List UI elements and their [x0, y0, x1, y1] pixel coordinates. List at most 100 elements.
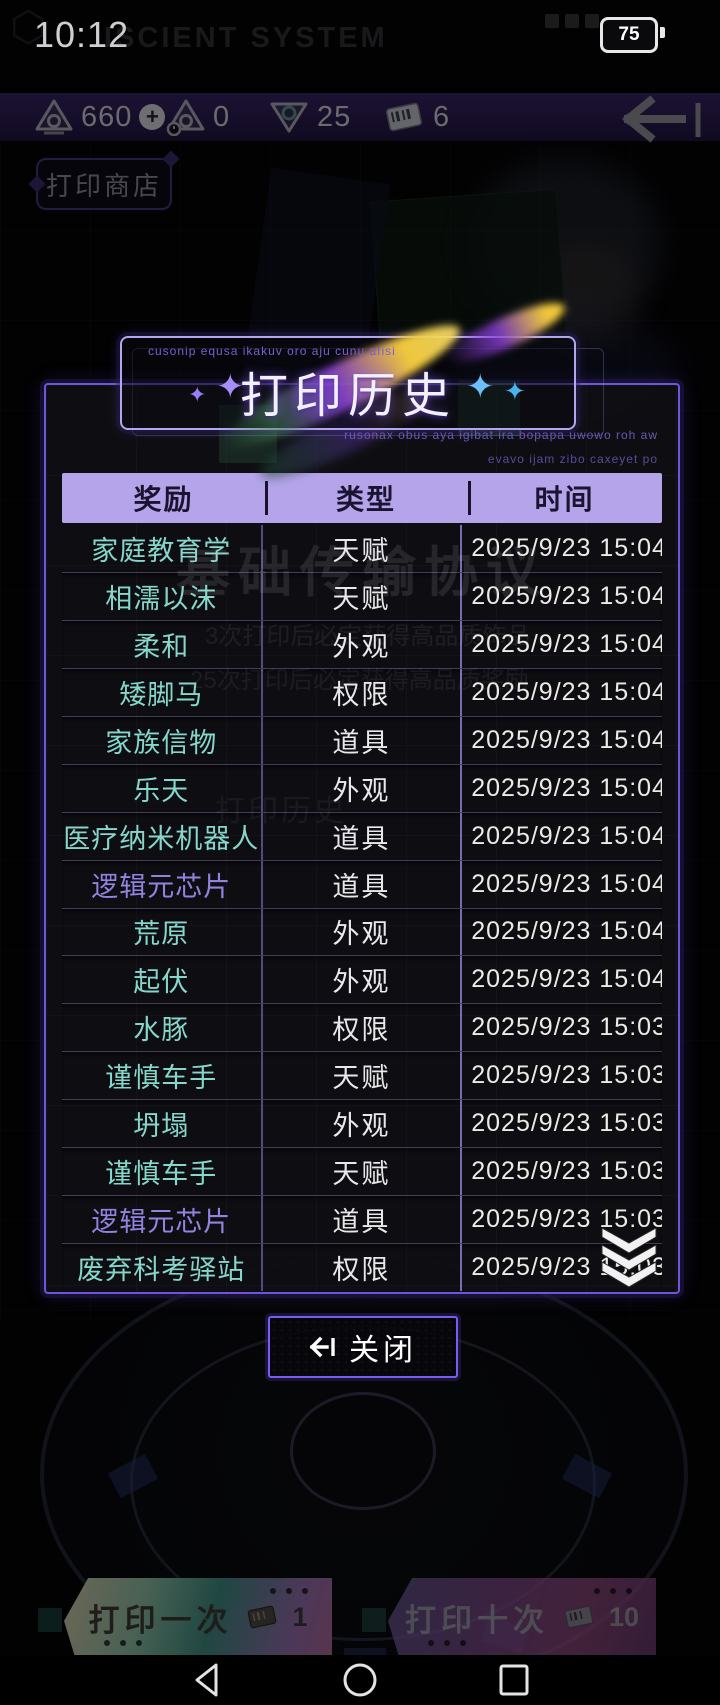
table-row[interactable]: 谨慎车手 天赋 2025/9/23 15:03:25 [62, 1051, 662, 1100]
header-divider [468, 481, 471, 515]
sparkle-icon: ✦ [216, 368, 245, 406]
reward-cell: 医疗纳米机器人 [63, 823, 260, 854]
reward-cell: 水豚 [133, 1015, 190, 1046]
battery-icon: 75 [600, 17, 658, 53]
type-cell: 外观 [260, 908, 461, 956]
type-cell: 道具 [260, 716, 461, 764]
time-cell: 2025/9/23 15:04:58 [460, 716, 662, 764]
watermark-text: 3次打印后必定获得高品质饰品 [205, 623, 531, 650]
type-cell: 权限 [260, 1244, 461, 1291]
time-cell: 2025/9/23 15:04:58 [460, 620, 662, 668]
watermark-text: 基础传输协议 [176, 543, 548, 603]
time-cell: 2025/9/23 15:04:58 [460, 812, 662, 860]
scroll-down-indicator[interactable] [596, 1228, 662, 1288]
nav-back-icon[interactable] [188, 1660, 228, 1700]
type-cell: 道具 [260, 1196, 461, 1244]
sparkle-icon: ✦ [188, 382, 207, 407]
status-clock: 10:12 [34, 14, 130, 55]
type-cell: 道具 [260, 860, 461, 908]
print-history-dialog: 奖励 类型 时间 家庭教育学 天赋 2025/9/23 15:04:58 相濡以… [44, 383, 680, 1294]
table-row[interactable]: 起伏 外观 2025/9/23 15:04:58 [62, 955, 662, 1004]
type-cell: 天赋 [260, 1052, 461, 1100]
nav-home-icon[interactable] [340, 1660, 380, 1700]
table-row[interactable]: 乐天 外观 2025/9/23 15:04:58 [62, 763, 662, 812]
table-row[interactable]: 水豚 权限 2025/9/23 15:03:25 [62, 1003, 662, 1052]
type-cell: 外观 [260, 764, 461, 812]
reward-cell: 柔和 [133, 631, 190, 662]
type-cell: 外观 [260, 620, 461, 668]
header-reward: 奖励 [133, 484, 194, 515]
type-cell: 权限 [260, 668, 461, 716]
reward-cell: 起伏 [133, 967, 190, 998]
time-cell: 2025/9/23 15:03:25 [460, 1148, 662, 1196]
header-divider [265, 481, 268, 515]
reward-cell: 谨慎车手 [105, 1159, 218, 1190]
reward-cell: 相濡以沫 [105, 583, 218, 614]
type-cell: 天赋 [260, 525, 461, 572]
reward-cell: 家庭教育学 [91, 535, 232, 566]
watermark-text: 25次打印后必定获得高品质奖励 [190, 667, 529, 694]
time-cell: 2025/9/23 15:03:25 [460, 1196, 662, 1244]
battery-percent: 75 [618, 24, 640, 45]
time-cell: 2025/9/23 15:04:58 [460, 525, 662, 572]
status-bar: ⬡ 10:12 ISCIENT SYSTEM 75 [0, 0, 720, 64]
table-row[interactable]: 家族信物 道具 2025/9/23 15:04:58 [62, 715, 662, 764]
type-cell: 外观 [260, 956, 461, 1004]
reward-cell: 荒原 [133, 919, 190, 950]
table-row[interactable]: 逻辑元芯片 道具 2025/9/23 15:04:58 [62, 859, 662, 908]
reward-cell: 谨慎车手 [105, 1063, 218, 1094]
sparkle-icon: ✦ [504, 376, 526, 406]
table-row[interactable]: 家庭教育学 天赋 2025/9/23 15:04:58 [62, 525, 662, 572]
type-cell: 外观 [260, 1100, 461, 1148]
type-cell: 天赋 [260, 1148, 461, 1196]
reward-cell: 废弃科考驿站 [77, 1255, 246, 1286]
dialog-title: 打印历史 [239, 370, 456, 423]
system-logo-faint: ⬡ [10, 3, 47, 50]
table-row[interactable]: 医疗纳米机器人 道具 2025/9/23 15:04:58 [62, 811, 662, 860]
android-nav-bar [0, 1655, 720, 1705]
reward-cell: 矮脚马 [119, 679, 204, 710]
status-icon [545, 14, 559, 28]
time-cell: 2025/9/23 15:04:58 [460, 668, 662, 716]
nav-recents-icon[interactable] [494, 1660, 534, 1700]
reward-cell: 逻辑元芯片 [91, 871, 232, 902]
table-row[interactable]: 荒原 外观 2025/9/23 15:04:58 [62, 907, 662, 956]
time-cell: 2025/9/23 15:04:58 [460, 908, 662, 956]
status-icon [565, 14, 579, 28]
reward-cell: 逻辑元芯片 [91, 1207, 232, 1238]
deco-text-top: cusonip equsa ikakuv oro aju cunu afisi [148, 344, 396, 358]
table-row[interactable]: 柔和 外观 2025/9/23 15:04:58 [62, 619, 662, 668]
type-cell: 道具 [260, 812, 461, 860]
battery-tip [660, 27, 665, 38]
table-header: 奖励 类型 时间 [62, 473, 662, 523]
time-cell: 2025/9/23 15:03:25 [460, 1004, 662, 1052]
table-row[interactable]: 相濡以沫 天赋 2025/9/23 15:04:58 [62, 571, 662, 620]
time-cell: 2025/9/23 15:04:58 [460, 572, 662, 620]
type-cell: 天赋 [260, 572, 461, 620]
time-cell: 2025/9/23 15:04:58 [460, 860, 662, 908]
table-row[interactable]: 矮脚马 权限 2025/9/23 15:04:58 [62, 667, 662, 716]
watermark-text: 打印历史 [215, 795, 347, 828]
time-cell: 2025/9/23 15:04:58 [460, 956, 662, 1004]
table-row[interactable]: 逻辑元芯片 道具 2025/9/23 15:03:25 [62, 1195, 662, 1244]
header-type: 类型 [335, 484, 396, 515]
type-cell: 权限 [260, 1004, 461, 1052]
table-row[interactable]: 坍塌 外观 2025/9/23 15:03:25 [62, 1099, 662, 1148]
history-rows[interactable]: 家庭教育学 天赋 2025/9/23 15:04:58 相濡以沫 天赋 2025… [62, 525, 662, 1291]
close-label: 关闭 [349, 1334, 417, 1367]
time-cell: 2025/9/23 15:03:25 [460, 1100, 662, 1148]
time-cell: 2025/9/23 15:04:58 [460, 764, 662, 812]
system-watermark: ISCIENT SYSTEM [104, 22, 388, 54]
table-row[interactable]: 谨慎车手 天赋 2025/9/23 15:03:25 [62, 1147, 662, 1196]
reward-cell: 家族信物 [105, 727, 218, 758]
deco-text-bottom-2: evavo ijam zibo caxeyet po [487, 452, 658, 466]
close-button[interactable]: 关闭 [268, 1316, 458, 1378]
reward-cell: 乐天 [133, 775, 190, 806]
title-banner: cusonip equsa ikakuv oro aju cunu afisi … [120, 292, 576, 466]
return-arrow-icon [309, 1336, 335, 1358]
table-row[interactable]: 废弃科考驿站 权限 2025/9/23 15:03:25 [62, 1243, 662, 1291]
sparkle-icon: ✦ [466, 368, 495, 406]
status-icon [585, 14, 599, 28]
reward-cell: 坍塌 [133, 1111, 190, 1142]
